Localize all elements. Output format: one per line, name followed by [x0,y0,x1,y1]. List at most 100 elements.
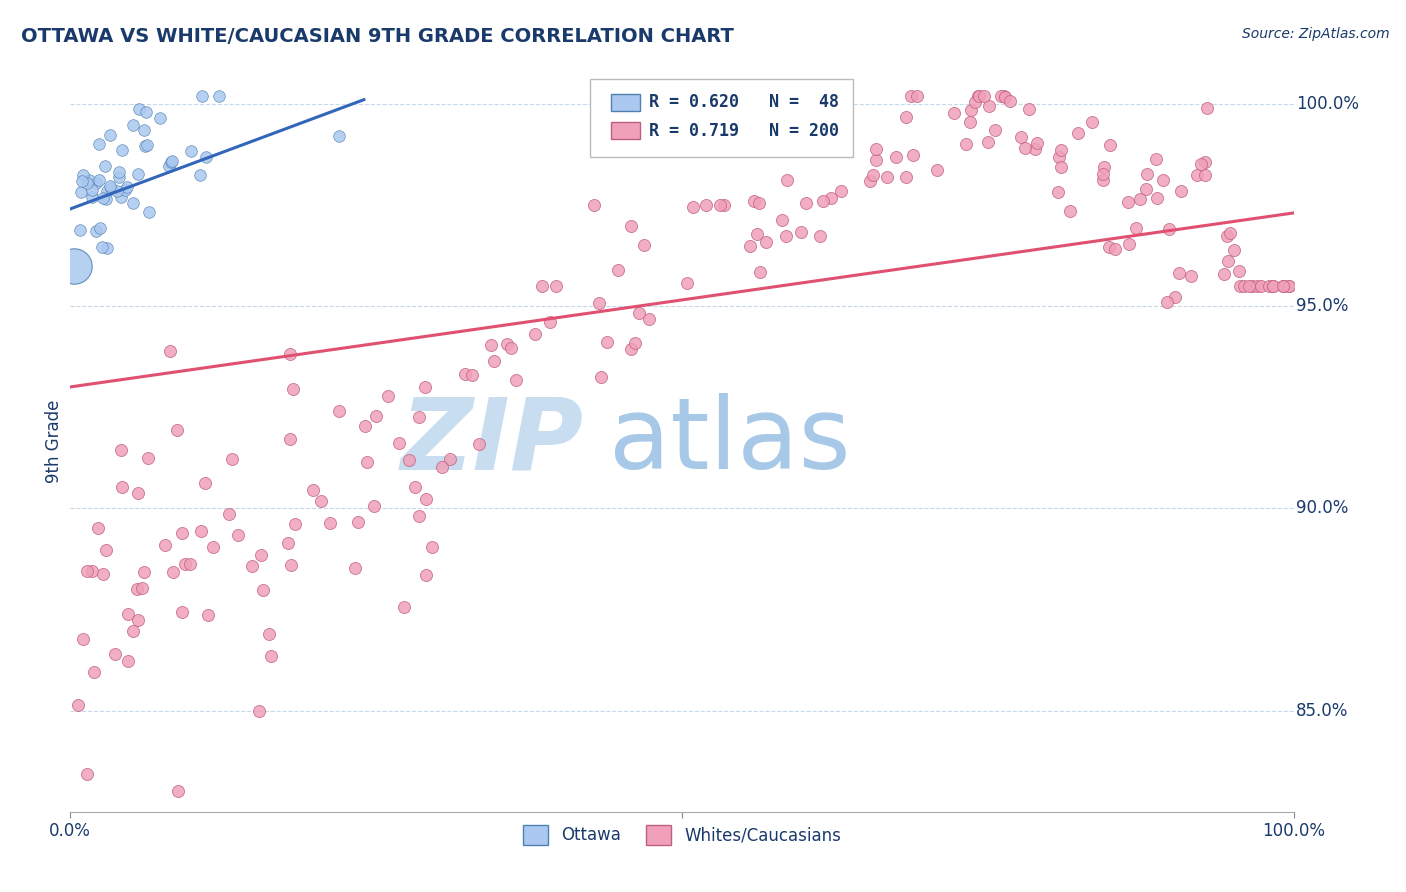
Point [977,99,1000,113]
Point [1098,137,1121,152]
Point [1080,114,1102,128]
Point [138,205,160,219]
Point [283,383,305,397]
Point [94,159,117,173]
Point [110,190,132,204]
Point [1091,173,1114,187]
Point [162,565,184,579]
Text: atlas: atlas [609,393,851,490]
Point [966,88,988,103]
Point [157,159,180,173]
Point [884,150,907,164]
Point [125,582,148,597]
Point [110,442,132,457]
Point [748,195,770,210]
FancyBboxPatch shape [612,94,640,112]
Point [1098,240,1121,254]
Point [72,168,94,182]
FancyBboxPatch shape [612,121,640,139]
Point [166,784,188,798]
Point [770,212,793,227]
Point [484,354,506,368]
Point [1258,278,1281,293]
Point [1156,294,1178,309]
Point [1272,278,1295,293]
Point [218,508,240,522]
Point [1250,278,1272,293]
Point [356,455,378,469]
Point [637,311,659,326]
FancyBboxPatch shape [591,78,853,156]
Point [392,600,415,615]
Point [1135,182,1157,196]
Point [104,647,127,661]
Point [415,491,437,506]
Point [1152,173,1174,187]
Point [1194,168,1216,182]
Point [96,192,118,206]
Point [80,565,103,579]
Point [695,198,717,212]
Point [117,607,139,622]
Point [973,88,995,103]
Point [1047,150,1070,164]
Point [830,184,852,198]
Point [1229,278,1251,293]
Point [132,565,155,579]
Point [1170,184,1192,198]
Point [1164,290,1187,304]
Point [149,112,172,126]
Point [311,494,333,508]
Point [1026,136,1049,150]
Point [131,581,153,595]
Point [422,540,444,554]
Point [128,102,150,116]
Point [620,219,643,234]
Point [530,279,553,293]
Point [1227,264,1250,278]
Point [1197,101,1219,115]
Text: OTTAWA VS WHITE/CAUCASIAN 9TH GRADE CORRELATION CHART: OTTAWA VS WHITE/CAUCASIAN 9TH GRADE CORR… [21,27,734,45]
Point [226,528,249,542]
Text: R = 0.719   N = 200: R = 0.719 N = 200 [650,121,839,139]
Point [191,88,214,103]
Point [108,165,131,179]
Point [1136,167,1159,181]
Point [776,173,799,187]
Point [377,389,399,403]
Point [607,263,630,277]
Point [1092,167,1115,181]
Y-axis label: 9th Grade: 9th Grade [45,400,63,483]
Point [72,632,94,647]
Point [709,198,731,212]
Point [1194,154,1216,169]
Point [86,176,108,190]
Point [252,583,274,598]
Point [591,370,613,384]
Point [91,566,114,581]
Point [1240,278,1263,293]
Point [1233,278,1256,293]
Point [808,228,831,243]
Point [278,433,301,447]
Point [1278,278,1301,293]
Point [628,306,651,320]
Point [501,341,523,355]
Point [408,508,430,523]
Point [738,239,761,253]
Point [91,191,114,205]
Point [820,191,842,205]
Point [207,88,229,103]
Point [1272,278,1295,293]
Point [127,613,149,627]
Point [676,276,699,290]
Point [159,155,181,169]
Point [180,145,202,159]
Point [1144,152,1167,166]
Point [1213,267,1236,281]
Point [505,373,527,387]
Point [415,567,437,582]
Point [1059,204,1081,219]
Point [1092,161,1115,175]
Point [862,168,884,182]
